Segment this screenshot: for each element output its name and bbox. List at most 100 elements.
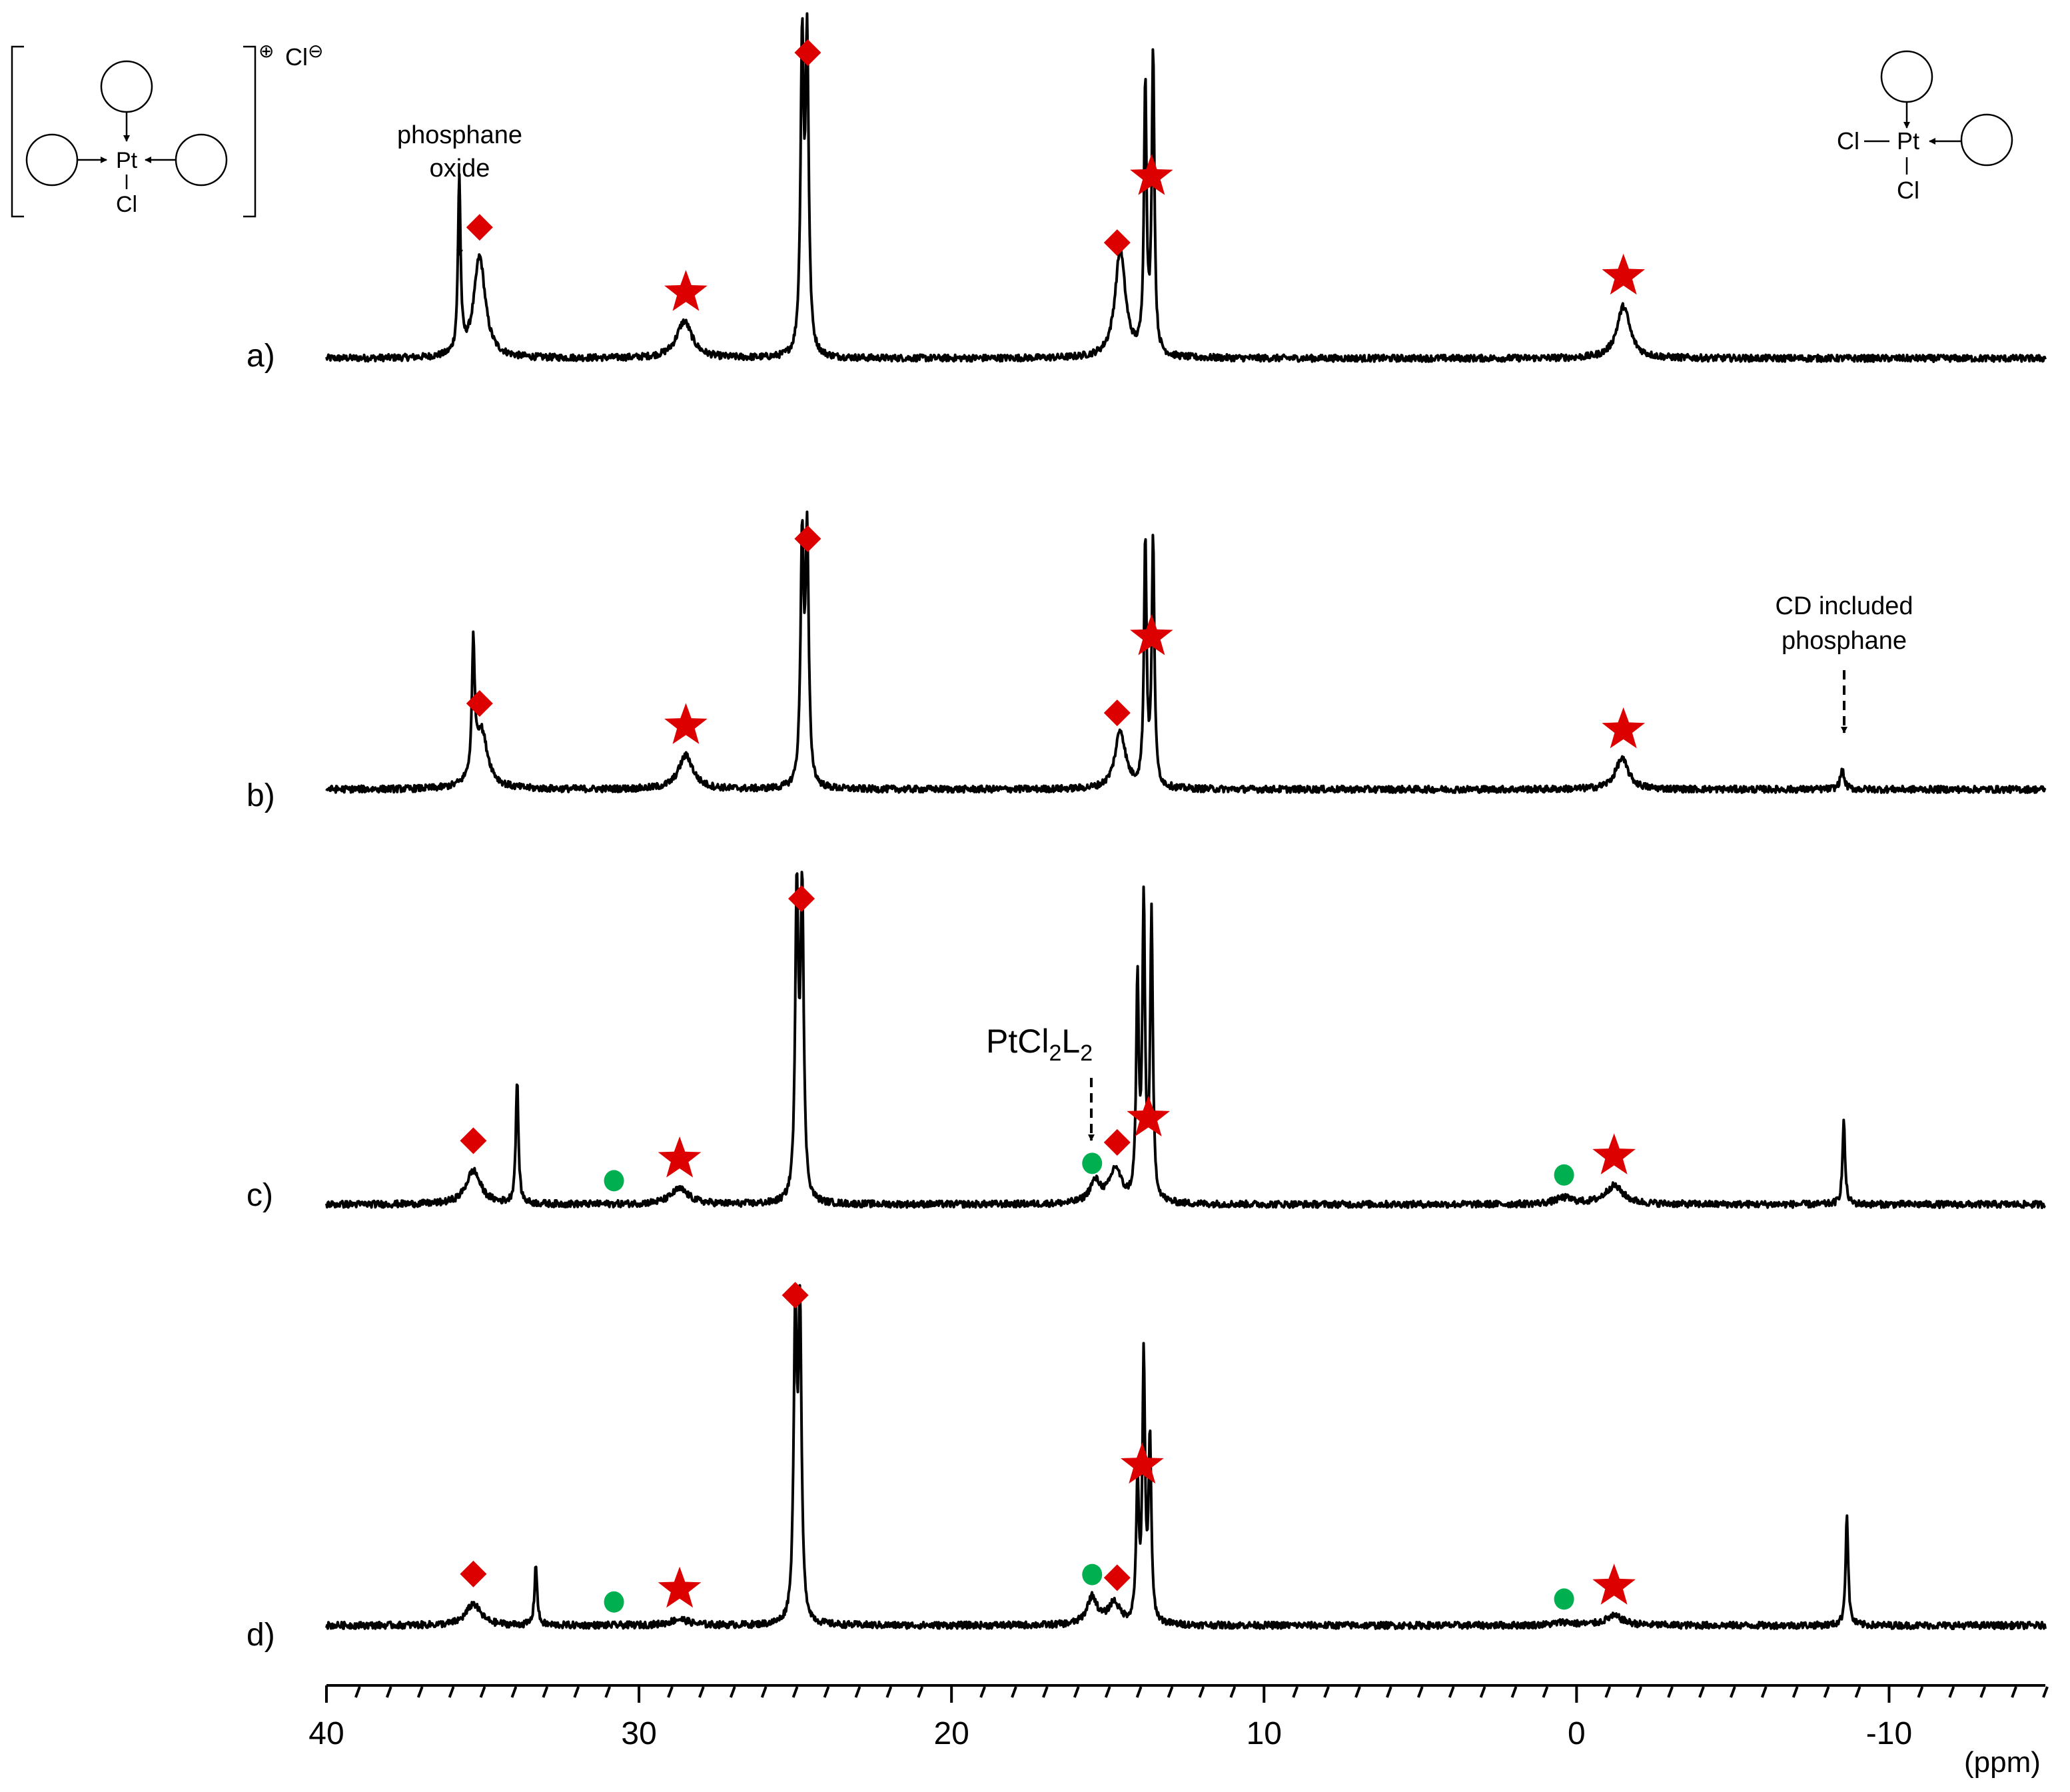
diamond-marker xyxy=(1103,1564,1131,1591)
star-marker xyxy=(1127,1095,1170,1136)
minor-tick xyxy=(979,1686,986,1698)
minor-tick xyxy=(1323,1686,1330,1698)
spectrum-d xyxy=(325,1282,2047,1630)
spectrum-label-a: a) xyxy=(247,338,275,374)
minor-tick xyxy=(448,1686,455,1698)
dot-marker xyxy=(1554,1588,1574,1610)
minor-tick xyxy=(1104,1686,1111,1698)
minor-tick xyxy=(1042,1686,1049,1698)
diamond-marker xyxy=(466,689,493,717)
minor-tick xyxy=(1730,1686,1736,1698)
minor-tick xyxy=(354,1686,361,1698)
minor-tick xyxy=(1854,1686,1861,1698)
ligand-circle-top xyxy=(100,60,153,113)
diamond-marker xyxy=(794,39,821,66)
minor-tick xyxy=(1448,1686,1455,1698)
x-tick-label: 0 xyxy=(1568,1716,1586,1751)
ligand-circle-left xyxy=(25,133,79,187)
minor-tick xyxy=(667,1686,674,1698)
minor-tick xyxy=(1386,1686,1392,1698)
minor-tick xyxy=(1823,1686,1830,1698)
x-tick-label: 30 xyxy=(621,1716,656,1751)
spectrum-b xyxy=(325,510,2047,794)
minor-tick xyxy=(510,1686,518,1698)
dot-marker xyxy=(604,1591,624,1613)
counter-ion-charge: ⊖ xyxy=(308,41,323,61)
minor-tick xyxy=(1292,1686,1299,1698)
minor-tick xyxy=(823,1686,830,1698)
star-marker xyxy=(1121,1442,1164,1484)
minor-tick xyxy=(1948,1686,1955,1698)
counter-ion-label: Cl xyxy=(285,43,308,71)
minor-tick xyxy=(1760,1686,1768,1698)
x-tick-label: 40 xyxy=(308,1716,344,1751)
spectrum-trace xyxy=(325,1284,2047,1630)
diamond-marker xyxy=(794,525,821,552)
minor-tick xyxy=(416,1686,424,1698)
minor-tick xyxy=(1011,1686,1017,1698)
minor-tick xyxy=(1917,1686,1924,1698)
star-marker xyxy=(1592,1133,1636,1174)
cation-structure: Pt Cl ⊕ Cl ⊖ xyxy=(11,41,323,218)
minor-tick xyxy=(729,1686,736,1698)
spectrum-c xyxy=(325,871,2046,1209)
x-axis: 40 30 20 10 0 -10 xyxy=(308,1684,2049,1751)
minor-tick xyxy=(479,1686,486,1698)
dot-marker xyxy=(604,1170,624,1192)
minor-tick xyxy=(2042,1686,2049,1698)
minor-tick xyxy=(1073,1686,1080,1698)
spectrum-a xyxy=(325,12,2047,363)
minor-tick xyxy=(1792,1686,1799,1698)
ptcl2l2-mid: L xyxy=(1061,1023,1080,1060)
spectrum-trace xyxy=(325,871,2046,1209)
minor-tick xyxy=(1510,1686,1518,1698)
minor-tick xyxy=(698,1686,705,1698)
star-marker xyxy=(1592,1564,1636,1605)
annotations: phosphane oxide CD included phosphane Pt… xyxy=(397,121,1913,1141)
star-marker xyxy=(664,270,708,311)
star-marker xyxy=(1130,154,1173,195)
metal-label: Pt xyxy=(116,148,138,173)
dot-marker xyxy=(1082,1564,1103,1585)
ptcl2l2-label: PtCl2L2 xyxy=(986,1023,1093,1066)
minor-tick xyxy=(1167,1686,1174,1698)
diamond-marker xyxy=(460,1560,487,1587)
minor-tick xyxy=(1604,1686,1612,1698)
minor-tick xyxy=(604,1686,612,1698)
metal-label: Pt xyxy=(1897,127,1919,155)
minor-tick xyxy=(1354,1686,1361,1698)
minor-tick xyxy=(573,1686,580,1698)
right-bracket xyxy=(243,45,257,218)
ptcl2l2-sub1: 2 xyxy=(1049,1041,1061,1066)
cd-included-label-line2: phosphane xyxy=(1782,627,1907,655)
spectrum-trace xyxy=(325,510,2047,794)
dot-marker xyxy=(1082,1152,1103,1174)
x-tick-label: 20 xyxy=(933,1716,969,1751)
minor-tick xyxy=(1416,1686,1424,1698)
spectrum-label-b: b) xyxy=(247,778,275,813)
minor-tick xyxy=(1135,1686,1143,1698)
ligand-circle-right xyxy=(1960,113,2013,167)
chloride-ligand-label: Cl xyxy=(116,192,137,217)
minor-tick xyxy=(1229,1686,1237,1698)
x-tick-label: -10 xyxy=(1866,1716,1912,1751)
phosphane-oxide-label-line2: oxide xyxy=(430,155,490,183)
x-tick-label: 10 xyxy=(1247,1716,1282,1751)
chloride-left-label: Cl xyxy=(1837,127,1859,155)
spectrum-label-c: c) xyxy=(247,1178,273,1213)
minor-tick xyxy=(2011,1686,2017,1698)
x-axis-label: (ppm) xyxy=(1964,1746,2041,1779)
star-marker xyxy=(1602,253,1646,295)
minor-tick xyxy=(385,1686,392,1698)
minor-tick xyxy=(791,1686,799,1698)
minor-tick xyxy=(1542,1686,1549,1698)
minor-tick xyxy=(1636,1686,1643,1698)
minor-tick xyxy=(542,1686,549,1698)
minor-tick xyxy=(917,1686,924,1698)
star-marker xyxy=(658,1136,702,1178)
minor-tick xyxy=(1667,1686,1674,1698)
ptcl2l2-sub2: 2 xyxy=(1080,1041,1093,1066)
ligand-circle-right xyxy=(175,133,228,187)
spectrum-label-d: d) xyxy=(247,1617,275,1653)
